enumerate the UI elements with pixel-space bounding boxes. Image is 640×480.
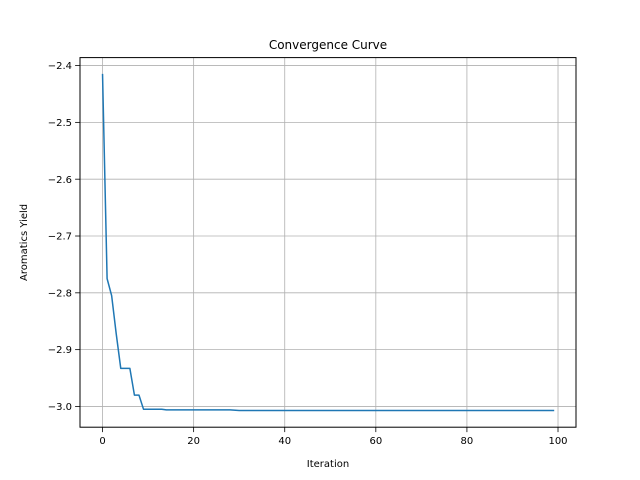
y-tick-label: −2.5 [48,118,72,129]
x-tick-label: 60 [369,436,382,447]
series-line [101,73,555,412]
x-tick-label: 20 [187,436,200,447]
plot-area-frame [79,57,577,428]
chart-title: Convergence Curve [269,38,387,52]
y-tick-label: −2.6 [48,175,72,186]
x-tick-label: 80 [461,436,474,447]
y-axis-label: Aromatics Yield [19,204,30,281]
x-tick-label: 100 [548,436,567,447]
y-tick-label: −2.9 [48,345,72,356]
y-tick-label: −2.7 [48,232,72,243]
y-tick-label: −2.8 [48,288,72,299]
x-axis-ticks: 0 20 40 60 80 100 [99,427,568,447]
grid-lines [80,57,576,428]
y-tick-label: −2.4 [48,61,72,72]
x-tick-label: 40 [278,436,291,447]
y-axis-ticks: −3.0 −2.9 −2.8 −2.7 −2.6 −2.5 −2.4 [48,61,80,413]
series-group [101,73,555,412]
x-tick-label: 0 [99,436,105,447]
y-tick-label: −3.0 [48,402,72,413]
x-axis-label: Iteration [307,459,349,470]
